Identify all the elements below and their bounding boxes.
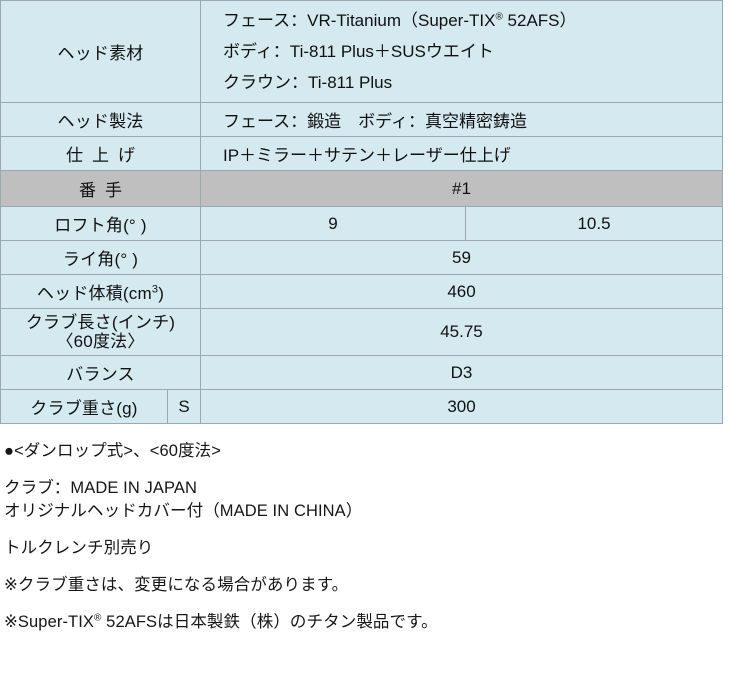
row-value-head-construction: フェース：鍛造 ボディ：真空精密鋳造 [200, 102, 723, 137]
note-measurement-method: ●<ダンロップ式>、<60度法> [4, 442, 221, 461]
row-label-club-number: 番手 [0, 170, 201, 207]
material-line-face: フェース：VR-Titanium（Super-TIX® 52AFS） [223, 5, 722, 36]
row-value-lie-angle: 59 [200, 240, 723, 275]
table-row-club-number: 番手 #1 [0, 170, 723, 207]
table-row-head-volume: ヘッド体積(cm3) 460 [0, 274, 723, 309]
row-label-club-weight: クラブ重さ(g) [0, 389, 168, 425]
row-label-head-construction: ヘッド製法 [0, 102, 201, 137]
row-label-club-number-text: 番手 [79, 181, 131, 200]
table-row-finish: 仕上げ IP＋ミラー＋サテン＋レーザー仕上げ [0, 136, 723, 171]
registered-mark-icon: ® [495, 11, 503, 23]
note-torque-wrench: トルクレンチ別売り [4, 538, 154, 557]
note-supertix-prefix-text: ※Super-TIX [4, 613, 95, 632]
row-value-club-weight: 300 [200, 389, 723, 425]
table-row-loft-angle: ロフト角(° ) 9 10.5 [0, 206, 723, 241]
table-row-balance: バランス D3 [0, 355, 723, 391]
club-spec-table: ヘッド素材 フェース：VR-Titanium（Super-TIX® 52AFS）… [0, 0, 723, 425]
row-label-finish: 仕上げ [0, 136, 201, 171]
row-value-loft-angle-9: 9 [200, 206, 466, 241]
row-value-finish: IP＋ミラー＋サテン＋レーザー仕上げ [200, 136, 723, 171]
table-row-club-length: クラブ長さ(インチ) 〈60度法〉 45.75 [0, 307, 723, 357]
note-origin-headcover: オリジナルヘッドカバー付（MADE IN CHINA） [4, 501, 363, 520]
note-country-of-origin: クラブ：MADE IN JAPAN オリジナルヘッドカバー付（MADE IN C… [4, 477, 730, 522]
footnotes: ●<ダンロップ式>、<60度法> クラブ：MADE IN JAPAN オリジナル… [0, 424, 730, 634]
row-label-balance: バランス [0, 355, 201, 391]
table-row-head-construction: ヘッド製法 フェース：鍛造 ボディ：真空精密鋳造 [0, 102, 723, 137]
cubic-superscript: 3 [151, 283, 159, 296]
row-value-club-number: #1 [200, 170, 723, 207]
table-row-head-material: ヘッド素材 フェース：VR-Titanium（Super-TIX® 52AFS）… [0, 0, 723, 103]
note-origin-club: クラブ：MADE IN JAPAN [4, 479, 197, 498]
row-value-head-volume: 460 [200, 274, 723, 309]
row-label-loft-angle: ロフト角(° ) [0, 206, 201, 241]
row-value-balance: D3 [200, 355, 723, 391]
row-flex-club-weight: S [167, 389, 201, 425]
row-label-head-volume-tail: ) [158, 284, 165, 303]
row-value-club-length: 45.75 [200, 307, 723, 357]
club-length-label-line2: 〈60度法〉 [56, 332, 145, 352]
row-label-lie-angle: ライ角(° ) [0, 240, 201, 275]
material-face-text: フェース：VR-Titanium（Super-TIX [223, 11, 496, 30]
material-face-suffix: 52AFS） [502, 11, 577, 30]
row-label-head-volume-text: ヘッド体積(cm [36, 284, 152, 303]
row-label-head-material: ヘッド素材 [0, 0, 201, 103]
row-label-club-length: クラブ長さ(インチ) 〈60度法〉 [0, 307, 201, 357]
row-label-finish-text: 仕上げ [66, 146, 144, 165]
table-row-club-weight: クラブ重さ(g) S 300 [0, 389, 723, 425]
registered-mark-icon-note: ® [94, 612, 102, 624]
note-supertix-suffix-text: 52AFSは日本製鉄（株）のチタン製品です。 [101, 613, 438, 632]
note-supertix-titanium: ※Super-TIX® 52AFSは日本製鉄（株）のチタン製品です。 [4, 611, 730, 633]
material-line-body: ボディ：Ti-811 Plus＋SUSウエイト [223, 42, 494, 61]
row-value-head-material: フェース：VR-Titanium（Super-TIX® 52AFS） ボディ：T… [200, 0, 723, 103]
club-length-label-line1: クラブ長さ(インチ) [25, 313, 176, 332]
table-row-lie-angle: ライ角(° ) 59 [0, 240, 723, 275]
row-value-loft-angle-105: 10.5 [465, 206, 723, 241]
row-label-head-volume: ヘッド体積(cm3) [0, 274, 201, 309]
material-line-crown: クラウン：Ti-811 Plus [223, 73, 393, 92]
note-weight-subject-to-change: ※クラブ重さは、変更になる場合があります。 [4, 576, 349, 595]
